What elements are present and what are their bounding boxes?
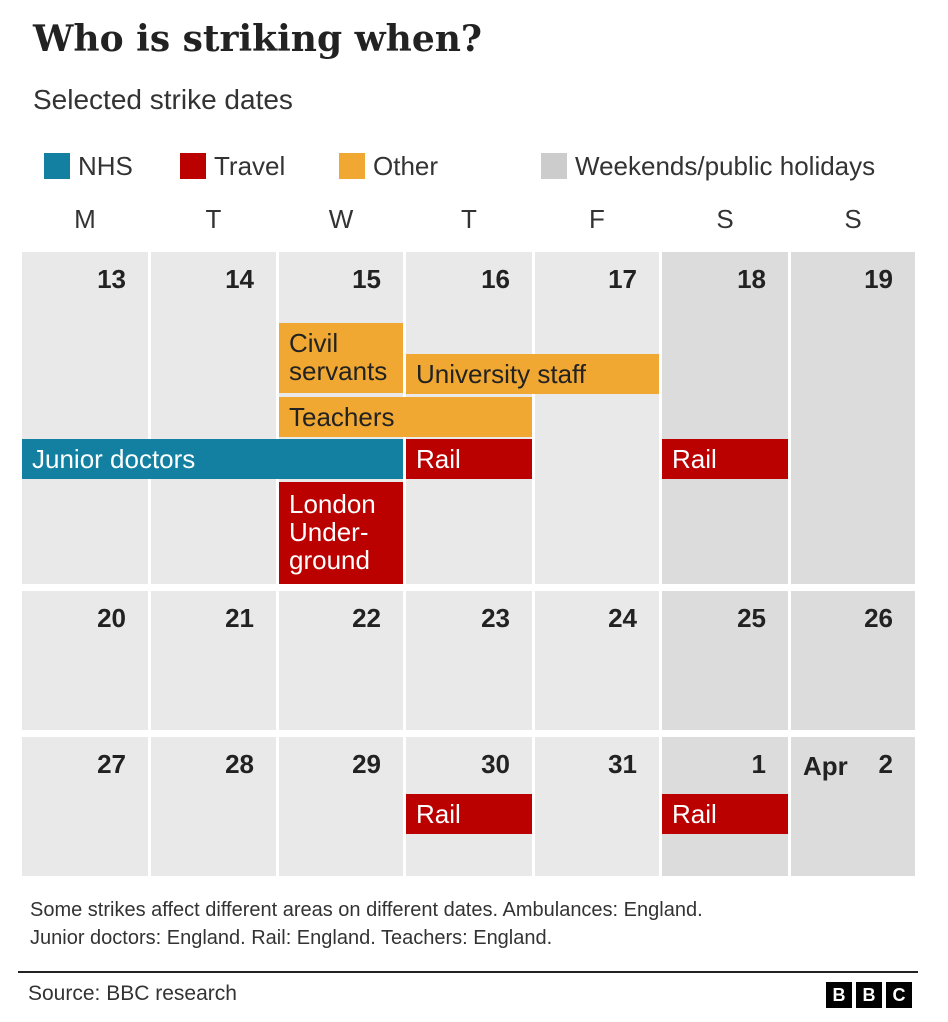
strike-bar: Teachers [279, 397, 532, 437]
day-number: 16 [481, 264, 510, 294]
day-number: 13 [97, 264, 126, 294]
weekday-label: T [205, 204, 222, 234]
calendar-day-cell: 14 [151, 252, 276, 584]
legend-label: Travel [214, 150, 286, 181]
month-marker: Apr [803, 751, 848, 781]
legend-label: Weekends/public holidays [575, 150, 876, 181]
weekday-label: W [328, 204, 354, 234]
strike-bar: Rail [662, 794, 788, 834]
calendar-day-cell: 29 [279, 737, 403, 876]
strike-bar: Rail [406, 439, 532, 479]
calendar-day-cell: 27 [22, 737, 148, 876]
weekday-label: M [74, 204, 96, 234]
chart-subtitle: Selected strike dates [33, 84, 293, 115]
strike-bar: University staff [406, 354, 659, 394]
calendar-day-cell: 18 [662, 252, 788, 584]
weekday-label: S [716, 204, 734, 234]
day-number: 2 [878, 749, 893, 779]
calendar-day-cell: 24 [535, 591, 659, 730]
legend-item: Travel [180, 150, 286, 181]
logo-letter: C [886, 982, 912, 1008]
strike-bar: Junior doctors [22, 439, 403, 479]
day-number: 23 [481, 603, 510, 633]
day-number: 1 [751, 749, 766, 779]
logo-letter: B [826, 982, 852, 1008]
legend-item: NHS [44, 150, 133, 181]
day-number: 26 [864, 603, 893, 633]
legend-label: Other [373, 150, 439, 181]
strike-bar: Rail [662, 439, 788, 479]
legend-item: Other [339, 150, 439, 181]
calendar-day-cell: 26 [791, 591, 915, 730]
legend-swatch [180, 153, 206, 179]
calendar-day-cell: 25 [662, 591, 788, 730]
legend-label: NHS [78, 150, 133, 181]
calendar-day-cell: 19 [791, 252, 915, 584]
legend-swatch [339, 153, 365, 179]
day-number: 28 [225, 749, 254, 779]
chart-title: Who is striking when? [33, 18, 482, 60]
day-number: 25 [737, 603, 766, 633]
day-number: 31 [608, 749, 637, 779]
strike-bar: London Under-ground [279, 482, 403, 584]
calendar-day-cell: 20 [22, 591, 148, 730]
calendar-day-cell: 21 [151, 591, 276, 730]
weekday-label: T [461, 204, 477, 234]
calendar-day-cell: 22 [279, 591, 403, 730]
day-number: 30 [481, 749, 510, 779]
weekday-label: F [589, 204, 605, 234]
day-number: 17 [608, 264, 637, 294]
bbc-logo: B B C [822, 982, 912, 1008]
day-number: 22 [352, 603, 381, 633]
weekday-label: S [844, 204, 862, 234]
calendar-day-cell: 2 Apr [791, 737, 915, 876]
calendar-day-cell: 17 [535, 252, 659, 584]
day-number: 20 [97, 603, 126, 633]
calendar-day-cell: 28 [151, 737, 276, 876]
source-text: Source: BBC research [28, 982, 237, 1005]
strike-bar: Civil servants [279, 323, 403, 393]
footnote: Some strikes affect different areas on d… [30, 896, 703, 952]
day-number: 29 [352, 749, 381, 779]
logo-letter: B [856, 982, 882, 1008]
legend-item: Weekends/public holidays [541, 150, 876, 181]
calendar-day-cell: 31 [535, 737, 659, 876]
day-number: 18 [737, 264, 766, 294]
day-number: 19 [864, 264, 893, 294]
day-number: 21 [225, 603, 254, 633]
footnote-line: Some strikes affect different areas on d… [30, 899, 703, 921]
footnote-line: Junior doctors: England. Rail: England. … [30, 927, 553, 949]
strike-bar: Rail [406, 794, 532, 834]
day-number: 27 [97, 749, 126, 779]
footer-divider [18, 971, 918, 973]
calendar-day-cell: 23 [406, 591, 532, 730]
day-number: 14 [225, 264, 254, 294]
legend-swatch [44, 153, 70, 179]
day-number: 15 [352, 264, 381, 294]
legend-swatch [541, 153, 567, 179]
day-number: 24 [608, 603, 637, 633]
calendar-day-cell: 13 [22, 252, 148, 584]
